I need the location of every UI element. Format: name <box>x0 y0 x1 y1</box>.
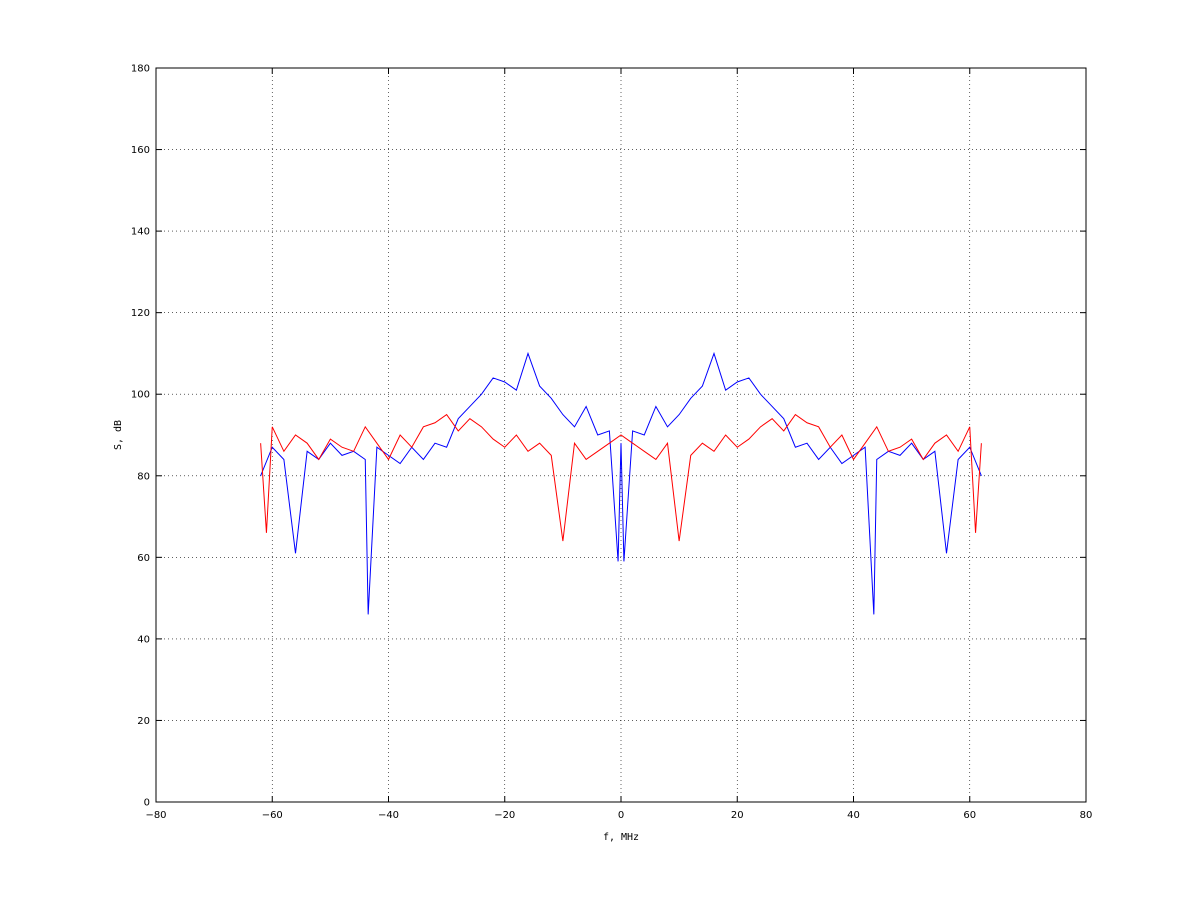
x-tick-label: 40 <box>847 810 860 821</box>
y-tick-label: 0 <box>144 798 150 809</box>
series-line-2 <box>260 413 982 542</box>
y-tick-label: 160 <box>131 145 150 156</box>
x-tick-label: 20 <box>731 810 744 821</box>
y-tick-label: 180 <box>131 64 150 75</box>
x-tick-label: 0 <box>618 810 624 821</box>
y-tick-label: 100 <box>131 390 150 401</box>
y-tick-label: 40 <box>137 634 150 645</box>
grid <box>156 68 1086 802</box>
x-tick-label: −20 <box>494 810 515 821</box>
x-tick-label: −80 <box>145 810 166 821</box>
y-tick-label: 80 <box>137 471 150 482</box>
ticks: −80 −60 −40 −20 0 20 40 60 80 0 20 40 60 80 100 120 140 1… <box>131 64 1092 822</box>
y-tick-label: 120 <box>131 308 150 319</box>
x-tick-label: −40 <box>378 810 399 821</box>
y-tick-label: 140 <box>131 227 150 238</box>
y-axis-label: S, dB <box>113 420 124 450</box>
x-tick-label: 60 <box>963 810 976 821</box>
series-group <box>260 351 982 615</box>
x-tick-label: −60 <box>262 810 283 821</box>
y-tick-label: 20 <box>137 716 150 727</box>
x-axis-label: f, MHz <box>603 832 639 843</box>
y-tick-label: 60 <box>137 553 150 564</box>
series-line-1 <box>260 351 982 615</box>
x-tick-label: 80 <box>1080 810 1093 821</box>
